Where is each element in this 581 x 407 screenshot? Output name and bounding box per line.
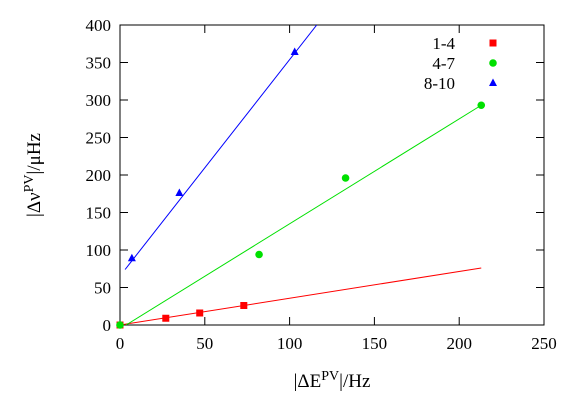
y-tick-label: 300 — [86, 91, 112, 110]
legend-marker-1-4 — [489, 39, 497, 47]
data-point-4-7 — [116, 321, 124, 329]
data-point-8-10 — [175, 188, 184, 196]
x-tick-label: 100 — [277, 334, 303, 353]
data-point-1-4 — [196, 309, 204, 317]
data-point-1-4 — [162, 314, 170, 322]
y-tick-label: 200 — [86, 166, 112, 185]
data-point-8-10 — [290, 47, 299, 55]
fit-line-8-10 — [124, 25, 318, 270]
fit-line-1-4 — [120, 267, 482, 325]
y-tick-label: 350 — [86, 54, 112, 73]
plot-frame — [119, 24, 545, 326]
legend-label-4-7: 4-7 — [432, 54, 455, 73]
legend: 1-44-78-10 — [424, 34, 497, 93]
series-layer — [120, 25, 482, 325]
data-point-1-4 — [240, 302, 248, 309]
legend-label-1-4: 1-4 — [432, 34, 455, 53]
y-tick-label: 100 — [86, 241, 112, 260]
fit-line-4-7 — [125, 104, 482, 325]
y-tick-label: 400 — [86, 16, 112, 35]
x-tick-label: 50 — [196, 334, 213, 353]
data-point-8-10 — [127, 253, 136, 262]
legend-label-8-10: 8-10 — [424, 74, 455, 93]
x-tick-label: 200 — [446, 334, 472, 353]
y-tick-label: 150 — [86, 204, 112, 223]
y-tick-label: 50 — [94, 279, 111, 298]
x-tick-label: 150 — [362, 334, 388, 353]
y-tick-label: 250 — [86, 129, 112, 148]
x-tick-label: 250 — [531, 334, 557, 353]
data-point-4-7 — [477, 101, 486, 110]
x-tick-label: 0 — [116, 334, 125, 353]
y-tick-label: 0 — [103, 316, 112, 335]
plot-area: 0 50 100 150 200 250 0 50 100 150 200 250 300 350 400 — [86, 16, 557, 353]
data-point-4-7 — [341, 174, 350, 182]
legend-marker-8-10 — [489, 78, 497, 86]
y-axis-title: |ΔνPV|/μHz — [22, 133, 46, 217]
x-axis-title: |ΔEPV|/Hz — [294, 369, 371, 393]
legend-marker-4-7 — [489, 59, 497, 67]
data-point-4-7 — [255, 250, 263, 259]
